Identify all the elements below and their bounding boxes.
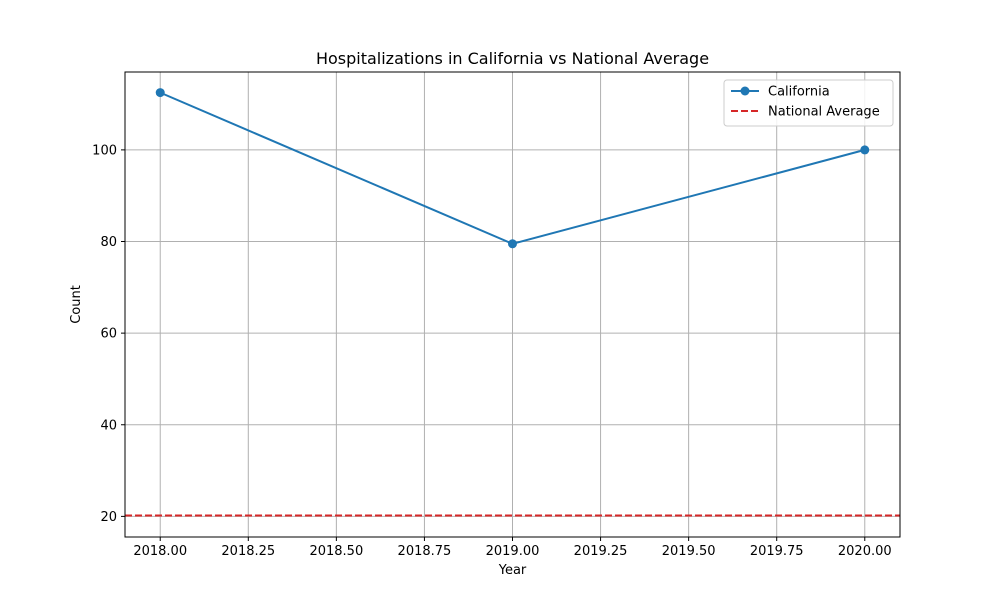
x-tick-label: 2018.50 (309, 544, 363, 559)
y-axis-title: Count (69, 285, 84, 324)
chart-title: Hospitalizations in California vs Nation… (316, 49, 709, 68)
x-tick-label: 2019.75 (750, 544, 804, 559)
legend-california-marker (740, 86, 750, 96)
x-tick-label: 2019.50 (662, 544, 716, 559)
x-tick-label: 2019.00 (486, 544, 540, 559)
x-axis-title: Year (498, 563, 527, 578)
gridlines (125, 72, 900, 537)
california-data-point (155, 88, 165, 98)
x-tick-label: 2018.00 (133, 544, 187, 559)
y-tick-label: 40 (100, 418, 117, 433)
x-tick-label: 2018.75 (398, 544, 452, 559)
x-tick-label: 2018.25 (221, 544, 275, 559)
x-tick-label: 2019.25 (574, 544, 628, 559)
legend-california-label: California (768, 85, 830, 100)
y-tick-label: 80 (100, 235, 117, 250)
legend-box (723, 79, 894, 127)
x-axis-ticks: 2018.00 2018.25 2018.50 2018.75 2019.00 2019.… (133, 537, 892, 559)
y-tick-label: 100 (92, 143, 117, 158)
series-lines (155, 88, 870, 249)
legend: California National Average (723, 79, 894, 127)
y-tick-label: 20 (100, 510, 117, 525)
x-tick-label: 2020.00 (838, 544, 892, 559)
california-data-point (860, 145, 870, 155)
y-tick-label: 60 (100, 327, 117, 342)
legend-items: California National Average (731, 85, 880, 120)
legend-national-average-label: National Average (768, 105, 880, 120)
y-axis-ticks: 20 40 60 80 100 (92, 143, 125, 525)
california-data-point (508, 239, 517, 249)
